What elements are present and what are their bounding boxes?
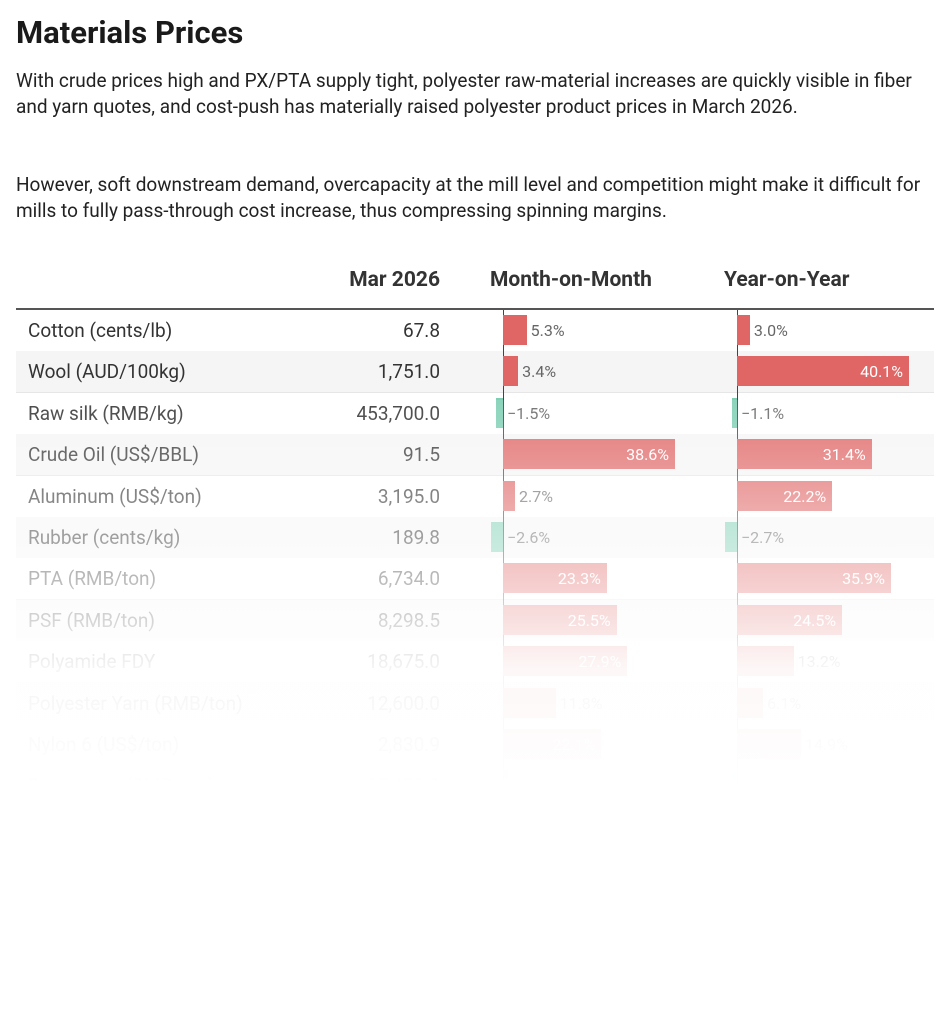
paragraph: However, soft downstream demand, overcap…	[16, 173, 921, 222]
value-label: 5.3%	[530, 321, 565, 340]
row-label: Cotton (cents/lb)	[28, 319, 173, 342]
column-header: Month-on-Month	[490, 268, 652, 292]
bar	[503, 315, 527, 345]
column-header: Year-on-Year	[724, 268, 850, 292]
table-row: Cotton (cents/lb) 67.8 5.3% 3.0%	[16, 310, 934, 352]
price: 1,751.0	[377, 360, 440, 384]
row-label: Wool (AUD/100kg)	[28, 360, 186, 384]
bar	[737, 356, 909, 387]
paragraph: With crude prices high and PX/PTA supply…	[16, 69, 912, 118]
value-label: 3.0%	[753, 321, 788, 340]
table: Mar 2026 Month-on-Month Year-on-Year Cot…	[16, 258, 934, 785]
title: Materials Prices	[16, 14, 244, 51]
bar	[737, 315, 750, 345]
fade-overlay	[16, 400, 934, 785]
column-header: Mar 2026	[349, 268, 440, 292]
value-label: 3.4%	[522, 362, 557, 382]
table-row: Wool (AUD/100kg) 1,751.0 3.4% 40.1%	[16, 351, 934, 394]
bar	[503, 356, 519, 387]
header-rule	[16, 308, 934, 310]
price: 67.8	[402, 319, 440, 342]
value-label: 40.1%	[860, 362, 903, 382]
